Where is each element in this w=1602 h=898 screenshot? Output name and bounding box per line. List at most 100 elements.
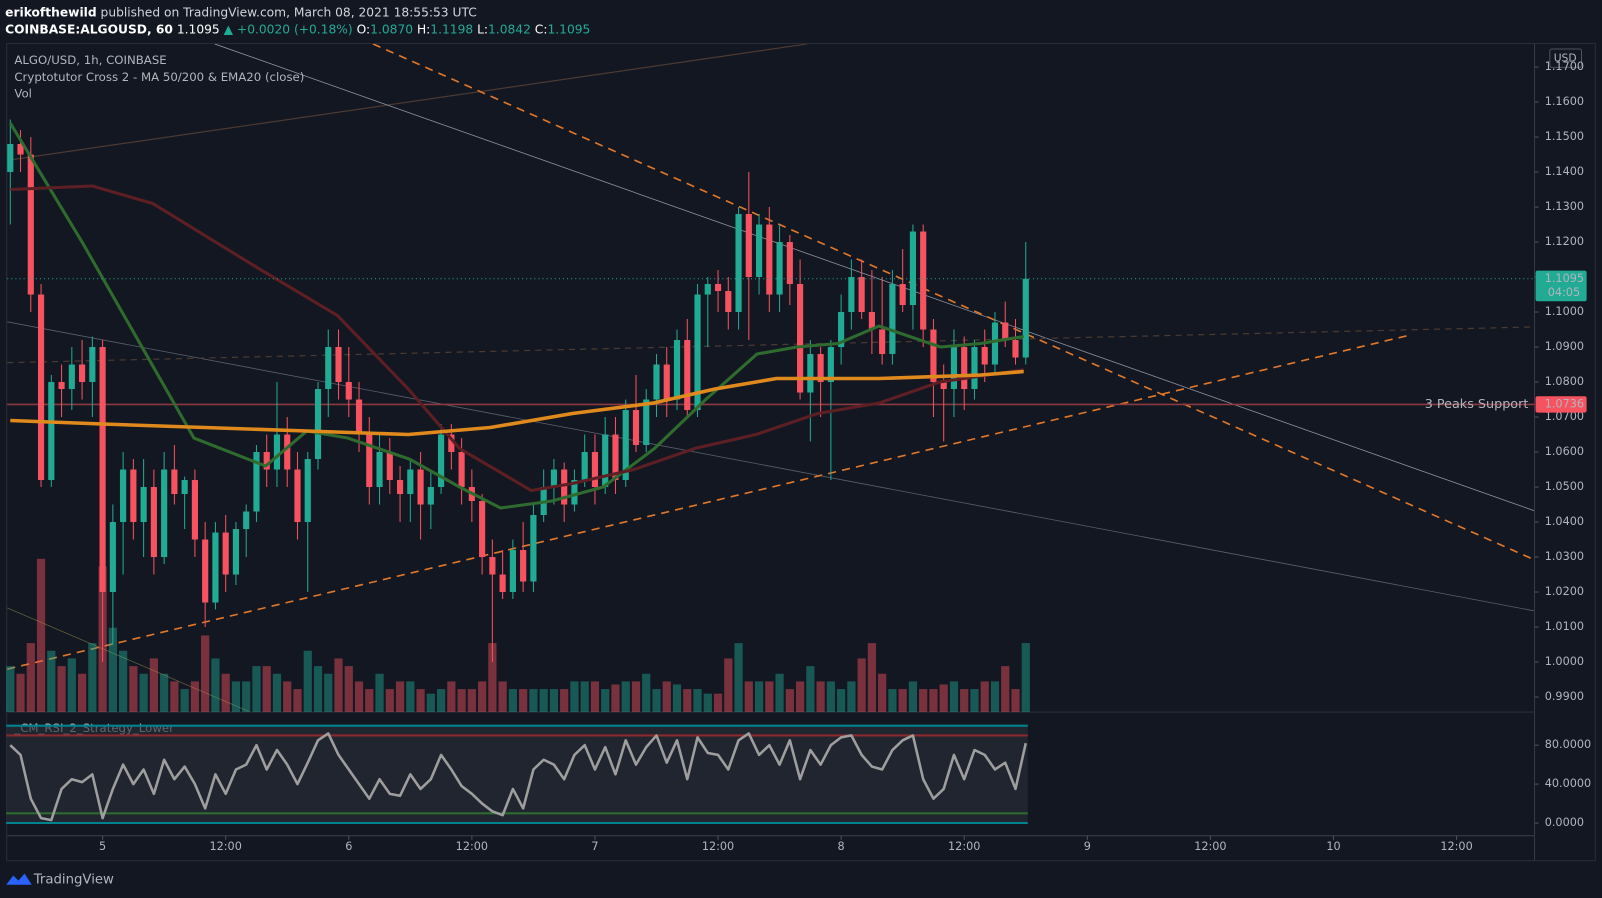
trendline bbox=[214, 43, 1535, 512]
volume-bar bbox=[939, 684, 948, 713]
volume-bar bbox=[621, 681, 630, 713]
trendline bbox=[372, 43, 1535, 561]
volume-bar bbox=[57, 666, 66, 713]
candle-body bbox=[971, 347, 978, 390]
candle-body bbox=[243, 511, 250, 530]
x-tick-label: 12:00 bbox=[210, 840, 242, 853]
last-price-tag bbox=[1535, 270, 1587, 302]
x-tick-label: 5 bbox=[99, 840, 106, 853]
volume-bar bbox=[560, 689, 569, 713]
price: 1.1095 bbox=[177, 22, 220, 36]
candle-body bbox=[294, 469, 301, 523]
low-label: L: bbox=[477, 22, 488, 36]
trendline bbox=[7, 326, 1535, 364]
volume-bar bbox=[262, 666, 271, 713]
volume-bar bbox=[888, 689, 897, 713]
volume-bar bbox=[313, 666, 323, 713]
candle-body bbox=[427, 487, 434, 505]
candle-body bbox=[140, 487, 147, 523]
candle-body bbox=[632, 410, 640, 446]
candle-body bbox=[817, 354, 824, 383]
trendline bbox=[7, 43, 808, 162]
candle-body bbox=[396, 480, 404, 495]
volume-bar bbox=[601, 689, 610, 713]
trendline bbox=[7, 607, 251, 713]
volume-bar bbox=[47, 650, 56, 713]
brand: TradingView bbox=[33, 873, 114, 888]
volume-bar bbox=[642, 673, 651, 713]
y-tick-label: 1.1200 bbox=[1545, 235, 1584, 248]
candle-body bbox=[961, 347, 968, 390]
volume-bar bbox=[375, 673, 384, 713]
candle-body bbox=[68, 364, 75, 390]
y-tick-label: 1.1500 bbox=[1545, 130, 1584, 143]
candle-body bbox=[79, 364, 86, 383]
candle-body bbox=[827, 347, 834, 383]
volume-bar bbox=[570, 681, 579, 713]
x-tick-label: 12:00 bbox=[702, 840, 734, 853]
y-tick-label: 1.1400 bbox=[1545, 165, 1584, 178]
volume-bar bbox=[77, 673, 87, 713]
volume-bar bbox=[1021, 643, 1030, 713]
y-tick-label: 1.0600 bbox=[1545, 445, 1584, 458]
volume-bar bbox=[324, 673, 333, 713]
volume-bar bbox=[6, 666, 15, 713]
header-line-2: COINBASE:ALGOUSD, 60 1.1095 ▲ +0.0020 (+… bbox=[5, 22, 590, 36]
volume-bar bbox=[498, 681, 507, 713]
volume-bar bbox=[36, 558, 46, 713]
candle-body bbox=[479, 501, 486, 558]
candle-body bbox=[27, 154, 34, 295]
volume-bar bbox=[847, 681, 856, 713]
candle-body bbox=[786, 242, 793, 285]
volume-bar bbox=[190, 681, 200, 713]
volume-bar bbox=[488, 643, 497, 713]
candle-body bbox=[776, 242, 783, 295]
candle-body bbox=[489, 557, 496, 575]
last-price-label: 1.1095 bbox=[1545, 272, 1584, 285]
candle-body bbox=[161, 469, 168, 558]
author: erikofthewild bbox=[5, 5, 96, 19]
candle-body bbox=[684, 340, 691, 411]
x-tick-label: 12:00 bbox=[1440, 840, 1472, 853]
indicator-line bbox=[10, 184, 1024, 493]
candle-body bbox=[48, 382, 55, 481]
support-tag-label: 1.0736 bbox=[1545, 397, 1584, 410]
candle-body bbox=[335, 347, 342, 383]
y-tick-label: 1.0800 bbox=[1545, 375, 1584, 388]
volume-bar bbox=[775, 673, 784, 713]
candle-body bbox=[612, 434, 619, 481]
volume-bar bbox=[354, 681, 364, 713]
candle-body bbox=[550, 469, 557, 488]
volume-bar bbox=[365, 689, 374, 713]
candle-body bbox=[920, 231, 927, 330]
open-label: O: bbox=[357, 22, 371, 36]
change: ▲ +0.0020 (+0.18%) bbox=[224, 22, 353, 36]
candle-body bbox=[438, 434, 445, 488]
volume-bar bbox=[703, 693, 712, 713]
volume-bar bbox=[529, 689, 538, 713]
candle-body bbox=[643, 399, 650, 446]
volume-bar bbox=[139, 673, 148, 713]
rsi-background bbox=[6, 725, 1028, 824]
candle-body bbox=[37, 294, 45, 481]
candle-body bbox=[530, 515, 537, 582]
drawings bbox=[7, 43, 1535, 713]
y-tick-label: 1.0000 bbox=[1545, 655, 1584, 668]
volume-bar bbox=[611, 684, 620, 713]
y-tick-label: 1.1600 bbox=[1545, 95, 1584, 108]
volume-bar bbox=[385, 689, 394, 713]
volume-bar bbox=[724, 658, 733, 713]
candle-body bbox=[766, 224, 773, 295]
candle-body bbox=[991, 322, 999, 365]
volume-bar bbox=[826, 681, 835, 713]
candle-body bbox=[202, 539, 209, 603]
volume-bar bbox=[898, 689, 907, 713]
candle-body bbox=[345, 382, 352, 400]
frame bbox=[6, 42, 1596, 862]
volume-bar bbox=[211, 658, 220, 713]
volume-bar bbox=[88, 643, 97, 713]
x-tick-label: 6 bbox=[345, 840, 352, 853]
volume-bar bbox=[447, 681, 456, 713]
support-tag bbox=[1535, 396, 1587, 413]
